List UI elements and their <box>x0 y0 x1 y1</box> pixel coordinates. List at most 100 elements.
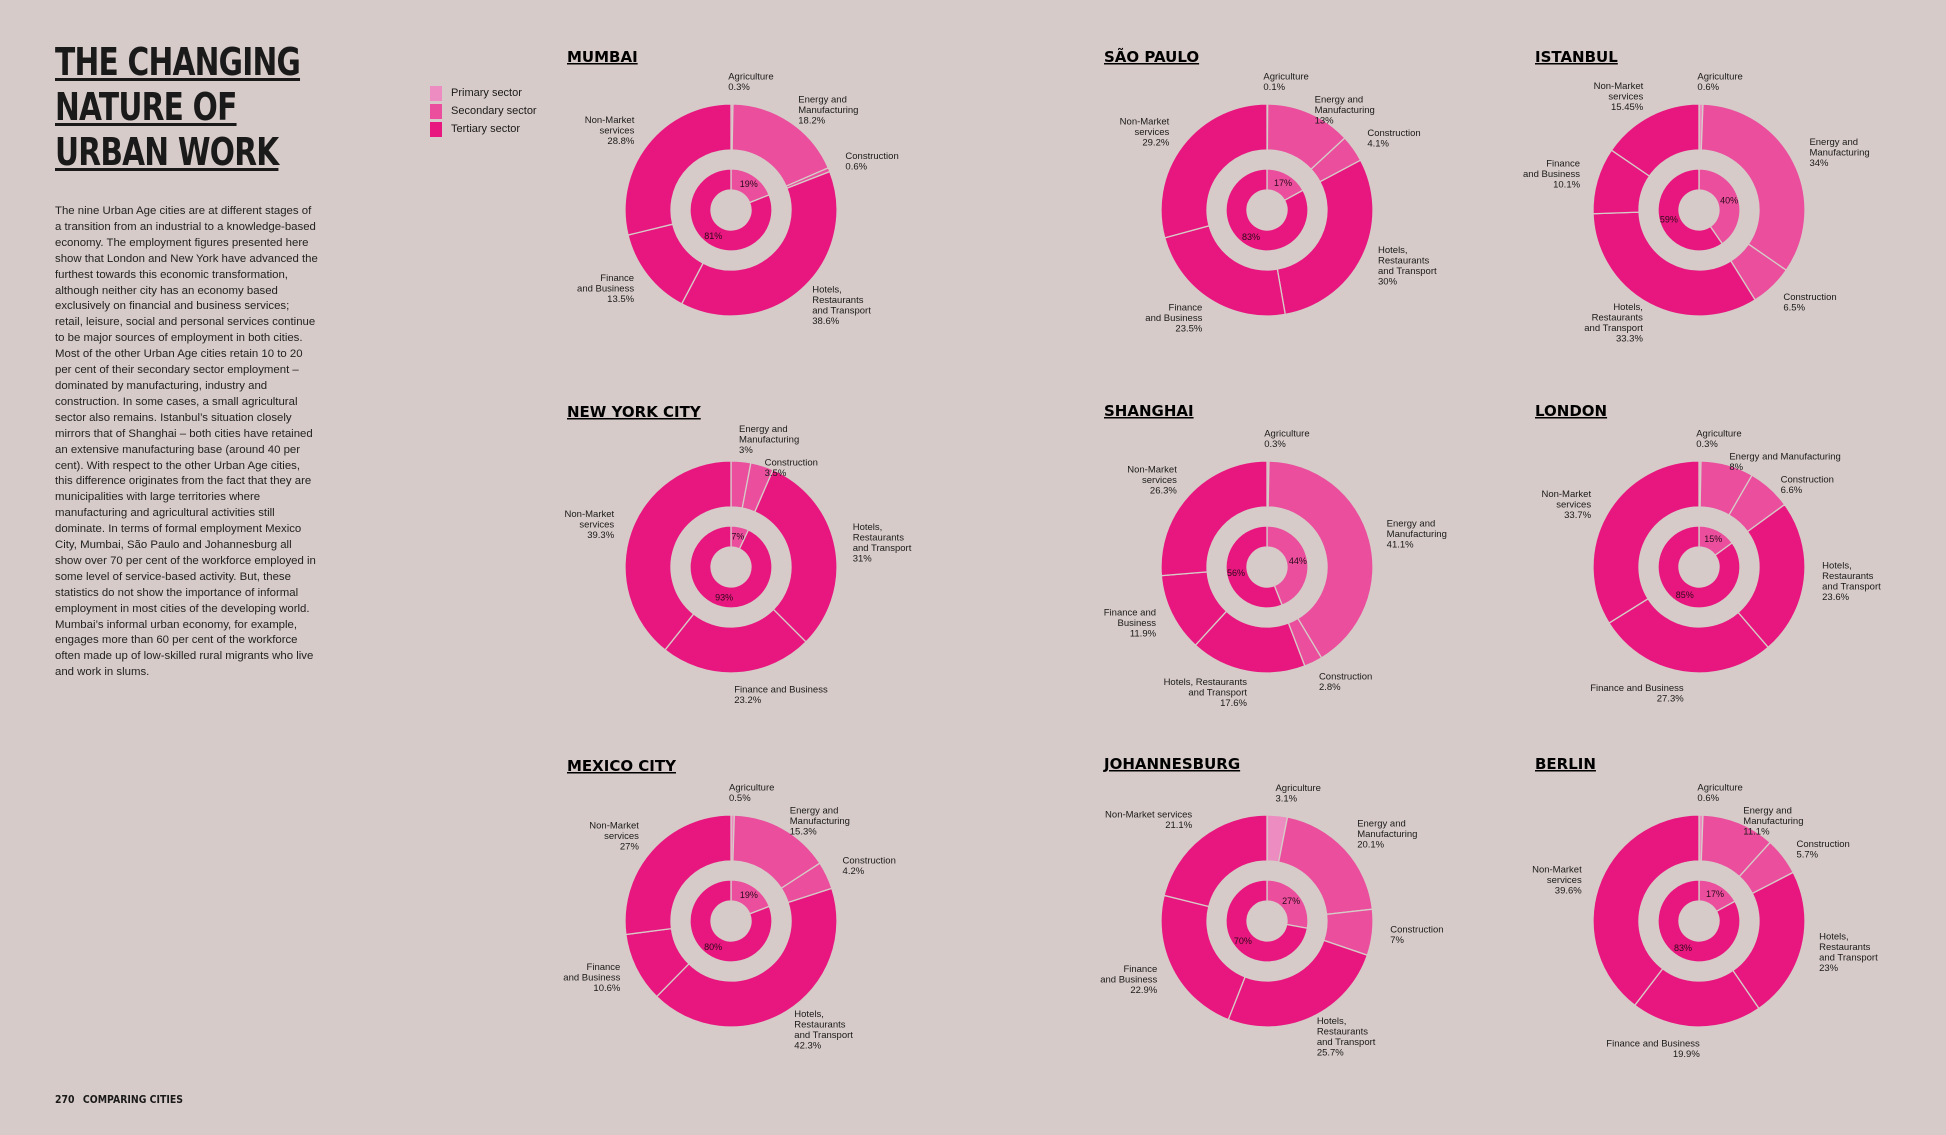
slice-label: Construction 6.6% <box>1781 475 1834 497</box>
slice-label: Construction 7% <box>1390 924 1443 946</box>
slice-label-line: Agriculture <box>728 72 773 83</box>
slice-label-line: 30% <box>1378 277 1398 288</box>
slice-label-line: 7% <box>1390 935 1404 946</box>
slice-label-line: Construction <box>1319 672 1372 683</box>
slice-label-line: and Transport <box>1188 687 1247 698</box>
chart-title: LONDON <box>1535 402 1607 420</box>
slice-label: Energy and Manufacturing 3% <box>739 424 799 456</box>
outer-slice <box>1610 103 1700 178</box>
slice-label-line: 0.3% <box>728 82 750 93</box>
slice-label-line: 39.3% <box>587 530 614 541</box>
slice-label-line: Restaurants <box>1819 942 1870 953</box>
slice-label-line: and Transport <box>1819 952 1878 963</box>
slice-label: Construction 2.8% <box>1319 672 1372 694</box>
chart-title: SÃO PAULO <box>1104 47 1199 66</box>
chart-title: MEXICO CITY <box>567 757 677 775</box>
slice-label-line: and Business <box>577 284 634 295</box>
donut-chart: JOHANNESBURG Agriculture 3.1% Energy and Man… <box>1100 755 1443 1059</box>
slice-label-line: and Business <box>1145 313 1202 324</box>
slice-label: Energy and Manufacturing 13% <box>1315 95 1375 127</box>
slice-label-line: 4.2% <box>843 866 865 877</box>
slice-label: Construction 0.6% <box>845 151 898 173</box>
slice-label-line: Non-Market <box>585 115 635 126</box>
inner-slice <box>1266 525 1309 606</box>
slice-label-line: Energy and <box>1357 819 1406 830</box>
slice-label-line: Finance and Business <box>1590 683 1684 694</box>
inner-slice-label: 56% <box>1227 568 1245 578</box>
slice-label-line: 10.6% <box>593 983 620 994</box>
slice-label-line: Non-Market <box>1541 489 1591 500</box>
outer-slice <box>664 608 807 674</box>
slice-label-line: 18.2% <box>798 116 825 127</box>
inner-slice-label: 59% <box>1660 214 1678 224</box>
inner-slice <box>1225 879 1309 963</box>
inner-slice <box>1225 168 1309 252</box>
slice-label: Hotels, Restaurants and Transport 23% <box>1819 931 1878 974</box>
slice-label-line: 34% <box>1809 158 1829 169</box>
inner-slice <box>1657 168 1724 252</box>
legend-item-tertiary: Tertiary sector <box>430 120 537 138</box>
slice-label-line: Energy and <box>739 424 788 435</box>
inner-slice <box>1657 879 1741 963</box>
outer-slice <box>1608 597 1770 674</box>
slice-label-line: Construction <box>1796 839 1849 850</box>
slice-label-line: Energy and <box>790 806 839 817</box>
inner-slice-label: 15% <box>1704 534 1722 544</box>
slice-label-line: Hotels, <box>1822 561 1852 572</box>
slice-label-line: 0.6% <box>1697 793 1719 804</box>
slice-label-line: 31% <box>853 554 873 565</box>
slice-label-line: Energy and Manufacturing <box>1729 452 1840 463</box>
slice-label-line: Non-Market <box>1120 117 1170 128</box>
slice-label-line: Energy and <box>1315 95 1364 106</box>
slice-label-line: Manufacturing <box>1743 816 1803 827</box>
slice-label: Finance and Business 10.6% <box>563 962 621 994</box>
slice-label: Energy and Manufacturing 41.1% <box>1387 518 1447 550</box>
slice-label-line: Construction <box>843 855 896 866</box>
slice-label: Energy and Manufacturing 18.2% <box>798 95 858 127</box>
slice-label: Agriculture 0.1% <box>1263 72 1308 94</box>
slice-label: Finance and Business 27.3% <box>1590 683 1684 705</box>
inner-slice-label: 7% <box>731 531 744 541</box>
slice-label: Non-Market services 39.3% <box>565 509 615 541</box>
outer-slice <box>1592 814 1700 1007</box>
slice-label-line: and Transport <box>1584 323 1643 334</box>
slice-label-line: 27.3% <box>1657 694 1684 705</box>
inner-slice <box>1698 168 1741 245</box>
slice-label-line: Finance <box>1169 302 1203 313</box>
slice-label-line: 3.1% <box>1275 794 1297 805</box>
legend-item-primary: Primary sector <box>430 84 537 102</box>
slice-label-line: 19.9% <box>1673 1049 1700 1060</box>
slice-label-line: Manufacturing <box>1315 105 1375 116</box>
slice-label-line: 4.1% <box>1367 139 1389 150</box>
section-name: COMPARING CITIES <box>82 1093 183 1106</box>
slice-label: Non-Market services 29.2% <box>1120 117 1170 149</box>
slice-label-line: Non-Market <box>1594 81 1644 92</box>
slice-label-line: 2.8% <box>1319 682 1341 693</box>
slice-label-line: 28.8% <box>607 136 634 147</box>
outer-slice <box>1160 103 1268 239</box>
slice-label-line: 23.5% <box>1175 323 1202 334</box>
chart-title: ISTANBUL <box>1535 48 1618 66</box>
slice-label: Finance and Business 13.5% <box>577 273 635 305</box>
slice-label: Energy and Manufacturing 34% <box>1809 137 1869 169</box>
slice-label-line: services <box>1608 92 1643 103</box>
slice-label: Finance and Business 10.1% <box>1523 159 1581 191</box>
legend-swatch <box>430 103 442 119</box>
slice-label: Hotels, Restaurants and Transport 17.6% <box>1164 677 1248 709</box>
slice-label-line: Agriculture <box>1263 72 1308 83</box>
inner-slice-label: 80% <box>704 942 722 952</box>
slice-label-line: 20.1% <box>1357 840 1384 851</box>
slice-label-line: Construction <box>1783 292 1836 303</box>
slice-label: Finance and Business 19.9% <box>1606 1038 1700 1060</box>
intro-text: The nine Urban Age cities are at differe… <box>55 205 318 679</box>
slice-label: Agriculture 3.1% <box>1275 783 1320 805</box>
slice-label-line: and Business <box>1100 974 1157 985</box>
inner-slice <box>1657 525 1741 609</box>
slice-label: Non-Market services 33.7% <box>1541 489 1591 521</box>
slice-label: Construction 6.5% <box>1783 292 1836 314</box>
slice-label-line: Hotels, <box>812 284 842 295</box>
legend: Primary sector Secondary sector Tertiary… <box>430 84 537 138</box>
outer-slice <box>1267 460 1374 659</box>
chart-title: BERLIN <box>1535 755 1596 773</box>
slice-label-line: and Transport <box>853 543 912 554</box>
